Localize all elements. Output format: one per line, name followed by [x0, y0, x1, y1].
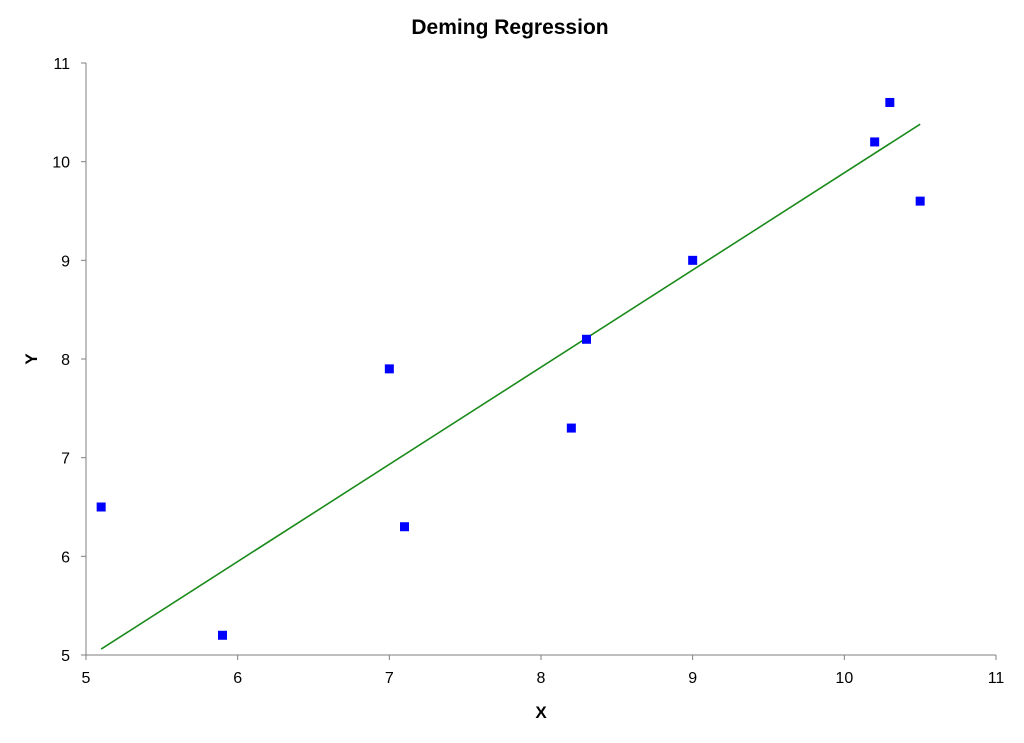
- y-axis-title: Y: [22, 353, 41, 365]
- x-tick-label: 6: [233, 670, 242, 687]
- data-point: [384, 364, 394, 374]
- plot-area: 5 6 7 8 9 10 11 5 6 7 8 9 10 11: [52, 56, 1004, 687]
- data-point: [582, 334, 591, 344]
- data-point: [96, 502, 106, 512]
- data-point: [885, 97, 895, 107]
- x-tick-label: 9: [688, 670, 697, 687]
- x-tick-label: 7: [385, 670, 394, 687]
- data-point: [915, 196, 925, 206]
- x-tick-label: 11: [988, 670, 1005, 687]
- data-point: [870, 137, 880, 147]
- y-tick-label: 7: [61, 451, 70, 468]
- x-tick-label: 8: [537, 670, 546, 687]
- chart-title: Deming Regression: [411, 16, 608, 39]
- regression-line: [100, 123, 921, 650]
- x-tick-label: 10: [835, 670, 853, 687]
- y-tick-label: 6: [61, 549, 70, 566]
- y-tick-label: 5: [61, 648, 70, 665]
- y-tick-label: 10: [52, 155, 70, 172]
- x-axis-title: X: [535, 703, 547, 722]
- x-tick-label: 5: [82, 670, 91, 687]
- data-point: [566, 423, 576, 433]
- y-tick-label: 8: [61, 352, 70, 369]
- y-tick-label: 9: [61, 253, 70, 270]
- data-point: [218, 630, 227, 640]
- data-point: [400, 522, 409, 532]
- y-tick-label: 11: [53, 56, 70, 73]
- data-point: [688, 255, 698, 265]
